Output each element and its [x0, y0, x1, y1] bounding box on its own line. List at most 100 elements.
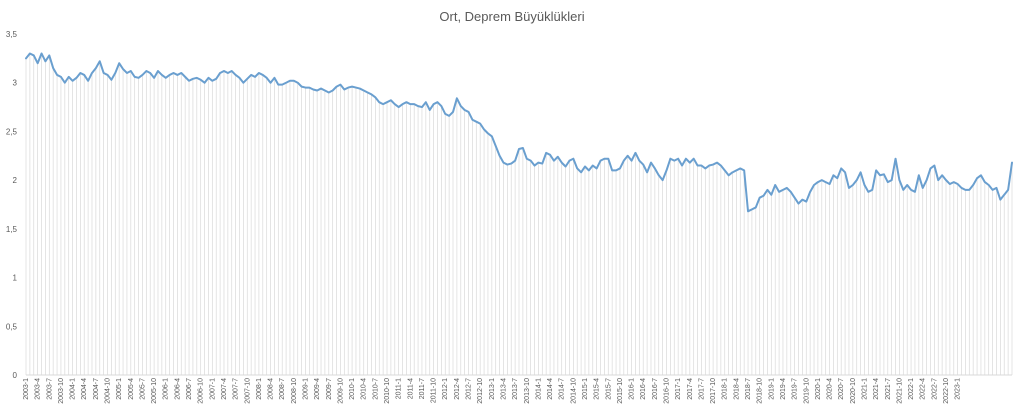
data-point	[207, 77, 210, 79]
x-tick-label: 2005-1	[116, 378, 123, 400]
data-point	[599, 160, 602, 162]
data-point	[254, 76, 256, 78]
x-tick-label: 2012-10	[477, 378, 484, 404]
data-point	[887, 181, 889, 183]
data-point	[518, 148, 520, 150]
data-point	[355, 86, 357, 89]
data-point	[988, 184, 990, 186]
y-tick-label: 0,5	[6, 322, 18, 331]
data-point	[386, 101, 388, 103]
x-tick-label: 2003-7	[46, 378, 53, 400]
data-point	[335, 86, 338, 88]
series-group	[25, 52, 1013, 213]
data-point	[130, 70, 132, 72]
data-point	[696, 164, 699, 167]
data-point	[367, 91, 369, 94]
data-point	[398, 106, 400, 108]
data-point	[137, 77, 140, 79]
data-point	[828, 183, 831, 185]
data-point	[786, 187, 788, 189]
data-point	[285, 82, 287, 84]
data-point	[52, 67, 54, 69]
x-tick-label: 2003-4	[35, 378, 42, 400]
data-point	[203, 82, 206, 84]
data-point	[235, 74, 237, 76]
y-tick-label: 2,5	[6, 127, 18, 136]
data-point	[541, 162, 543, 165]
data-point	[215, 78, 217, 80]
x-tick-label: 2016-10	[664, 378, 671, 404]
data-point	[650, 162, 652, 164]
data-point	[925, 179, 928, 181]
data-point	[126, 72, 128, 74]
x-tick-label: 2003-10	[58, 378, 65, 404]
data-point	[681, 164, 683, 167]
y-tick-label: 1,5	[6, 225, 18, 234]
data-point	[413, 103, 415, 105]
data-point	[293, 80, 295, 82]
data-point	[522, 147, 524, 149]
data-point	[879, 174, 881, 176]
x-tick-label: 2012-1	[442, 378, 449, 400]
drop-lines	[25, 53, 1013, 375]
data-point	[37, 62, 39, 64]
data-point	[739, 167, 741, 170]
data-point	[487, 132, 489, 134]
data-point	[561, 162, 563, 164]
x-tick-label: 2014-10	[570, 378, 577, 404]
data-point	[537, 162, 540, 164]
x-tick-label: 2003-1	[23, 378, 30, 400]
data-point	[172, 72, 175, 74]
data-point	[910, 189, 912, 191]
x-tick-label: 2011-10	[431, 378, 438, 403]
data-point	[755, 206, 757, 209]
data-point	[836, 177, 838, 179]
data-point	[211, 80, 213, 82]
data-point	[308, 86, 310, 89]
data-point	[720, 164, 722, 167]
data-point	[968, 189, 970, 191]
data-point	[289, 80, 291, 82]
data-point	[304, 86, 307, 89]
x-tick-label: 2017-7	[698, 378, 705, 400]
data-point	[700, 164, 703, 167]
data-point	[1007, 189, 1009, 191]
data-point	[514, 160, 516, 162]
y-tick-label: 3	[13, 79, 18, 88]
x-tick-label: 2012-4	[454, 378, 461, 400]
data-point	[471, 119, 474, 121]
x-tick-label: 2007-1	[209, 378, 216, 400]
x-tick-label: 2017-1	[675, 378, 682, 400]
data-point	[778, 191, 780, 193]
data-point	[619, 167, 621, 170]
data-point	[297, 82, 299, 84]
data-point	[553, 160, 555, 162]
data-point	[491, 135, 493, 137]
x-tick-label: 2014-7	[559, 378, 566, 400]
x-tick-label: 2006-1	[163, 378, 170, 400]
data-point	[68, 76, 70, 78]
x-tick-label: 2009-7	[326, 378, 333, 400]
data-point	[83, 74, 85, 76]
data-point	[937, 179, 939, 181]
x-tick-label: 2022-4	[920, 378, 927, 400]
data-point	[817, 181, 819, 183]
data-point	[64, 82, 66, 84]
data-point	[630, 160, 633, 162]
data-point	[840, 167, 842, 170]
data-point	[794, 197, 796, 199]
x-tick-label: 2019-7	[792, 378, 799, 400]
x-tick-label: 2017-4	[687, 378, 694, 400]
x-tick-label: 2018-4	[733, 378, 740, 400]
data-point	[933, 164, 935, 167]
x-tick-label: 2015-1	[582, 378, 589, 400]
data-point	[99, 60, 101, 62]
data-point	[891, 179, 893, 181]
x-tick-label: 2008-10	[291, 378, 298, 404]
data-point	[894, 158, 897, 160]
data-point	[751, 208, 753, 210]
y-tick-label: 3,5	[6, 30, 18, 39]
data-point	[669, 158, 671, 160]
data-point	[106, 74, 109, 76]
data-point	[770, 194, 772, 196]
